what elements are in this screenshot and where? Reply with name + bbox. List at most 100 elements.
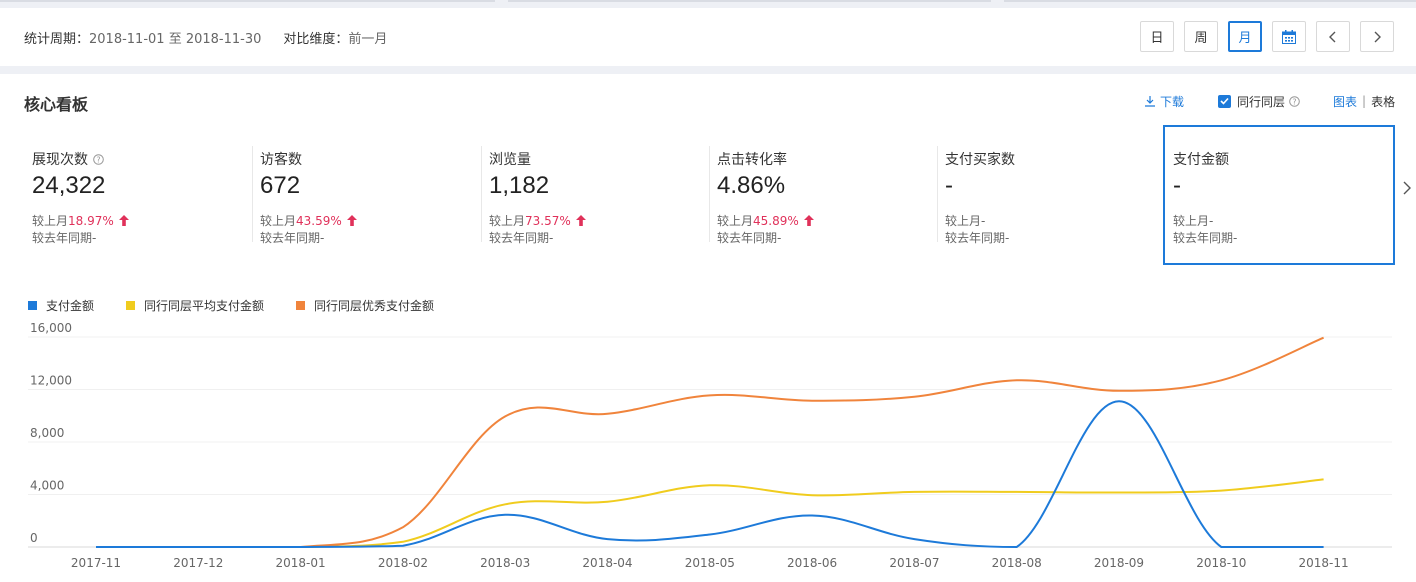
mom-label: 较上月 (32, 214, 69, 228)
chevron-left-icon (1329, 31, 1336, 42)
metric-divider (937, 146, 938, 242)
metric-card-pageviews[interactable]: 浏览量 1,182 较上月 73.57% 较去年同期- (481, 146, 709, 245)
metric-value: - (1173, 172, 1181, 199)
yoy-label: 较去年同期 (260, 231, 321, 245)
x-tick-label: 2018-11 (1299, 556, 1349, 570)
tab-divider (508, 0, 991, 2)
period-day-button[interactable]: 日 (1140, 21, 1174, 52)
metric-card-click-conversion[interactable]: 点击转化率 4.86% 较上月 45.89% 较去年同期- (709, 146, 937, 246)
legend-label: 支付金额 (46, 299, 95, 313)
help-circle-icon[interactable]: ? (1289, 95, 1300, 107)
mom-label: 较上月 (945, 214, 982, 228)
yoy-label: 较去年同期 (32, 231, 93, 245)
peer-label: 同行同层 (1237, 94, 1286, 109)
yoy-value: - (1005, 231, 1010, 245)
x-tick-label: 2018-02 (378, 556, 428, 570)
metric-name: 支付买家数 (945, 149, 1015, 169)
metric-divider (481, 146, 482, 242)
metric-yoy: 较去年同期- (260, 229, 324, 246)
period-range: 2018-11-01 至 2018-11-30 (89, 32, 262, 47)
metric-yoy: 较去年同期- (32, 229, 96, 246)
series-line[interactable] (95, 400, 1324, 549)
metric-name: 点击转化率 (717, 149, 787, 169)
legend-swatch (126, 301, 136, 310)
peer-checkbox[interactable]: 同行同层 ? (1218, 93, 1300, 109)
calendar-button[interactable] (1272, 21, 1306, 52)
yoy-label: 较去年同期 (945, 231, 1006, 245)
period-week-button[interactable]: 周 (1184, 21, 1218, 52)
mom-value: 43.59% (296, 213, 342, 228)
y-tick-label: 12,000 (30, 374, 72, 388)
arrow-up-icon (803, 215, 814, 226)
y-tick-label: 8,000 (30, 426, 64, 440)
tab-divider (0, 0, 495, 2)
mom-label: 较上月 (489, 214, 526, 228)
yoy-label: 较去年同期 (717, 231, 778, 245)
mom-label: 较上月 (717, 214, 754, 228)
next-period-button[interactable] (1360, 21, 1394, 52)
download-label: 下载 (1160, 94, 1185, 109)
period-bar: 统计周期：2018-11-01 至 2018-11-30 对比维度：前一月 日 周… (0, 8, 1416, 66)
line-chart: 0 4,000 8,000 12,000 16,000 2017-11 2017-12 20… (28, 321, 1392, 570)
yoy-value: - (549, 231, 554, 245)
core-dashboard: 核心看板 下载 同行同层 ? 图表 | 表格 展现次数 ? 24,322 较上月… (0, 74, 1416, 582)
legend-swatch (296, 301, 306, 310)
metric-name: 访客数 (260, 149, 302, 169)
arrow-up-icon (346, 215, 357, 226)
x-tick-label: 2018-07 (889, 556, 939, 570)
download-button[interactable]: 下载 (1144, 93, 1184, 109)
download-icon (1145, 96, 1155, 107)
metric-name: 浏览量 (489, 149, 531, 169)
view-chart-tab[interactable]: 图表 (1333, 94, 1358, 109)
chevron-right-icon (1374, 31, 1381, 42)
x-tick-label: 2018-01 (276, 556, 326, 570)
metric-yoy: 较去年同期- (717, 229, 781, 246)
metric-name-text: 访客数 (260, 152, 302, 168)
legend-item[interactable]: 同行同层平均支付金额 (126, 297, 264, 314)
metric-name: 支付金额 (1173, 149, 1229, 169)
period-month-button[interactable]: 月 (1228, 21, 1262, 52)
view-table-tab[interactable]: 表格 (1371, 94, 1396, 109)
metric-card-payment-amount[interactable]: 支付金额 - 较上月 - 较去年同期- (1163, 125, 1395, 265)
metric-mom: 较上月 43.59% (260, 212, 357, 229)
x-tick-label: 2018-05 (685, 556, 735, 570)
top-strip (0, 0, 1416, 8)
legend-item[interactable]: 同行同层优秀支付金额 (296, 297, 434, 314)
metrics-next-button[interactable] (1402, 180, 1412, 200)
metric-card-impressions[interactable]: 展现次数 ? 24,322 较上月 18.97% 较去年同期- (24, 146, 252, 246)
mom-value: - (1209, 213, 1214, 228)
metric-name-text: 浏览量 (489, 152, 531, 168)
x-tick-label: 2018-09 (1094, 556, 1144, 570)
metric-value: 24,322 (32, 172, 106, 199)
arrow-up-icon (118, 215, 129, 226)
x-tick-label: 2018-08 (992, 556, 1042, 570)
metric-mom: 较上月 45.89% (717, 212, 814, 229)
yoy-label: 较去年同期 (1173, 231, 1234, 245)
x-tick-label: 2017-11 (71, 556, 121, 570)
x-tick-label: 2017-12 (173, 556, 223, 570)
view-switch: 图表 | 表格 (1333, 93, 1395, 109)
metric-divider (252, 146, 253, 242)
legend-label: 同行同层平均支付金额 (144, 299, 265, 313)
metric-mom: 较上月 - (945, 212, 985, 229)
metric-card-paying-buyers[interactable]: 支付买家数 - 较上月 - 较去年同期- (937, 146, 1165, 245)
metric-card-visitors[interactable]: 访客数 672 较上月 43.59% 较去年同期- (252, 146, 480, 246)
help-circle-icon[interactable]: ? (93, 153, 104, 165)
x-tick-label: 2018-06 (787, 556, 837, 570)
series-line[interactable] (95, 478, 1324, 548)
x-tick-label: 2018-03 (480, 556, 530, 570)
y-tick-label: 16,000 (30, 321, 72, 335)
period-info: 统计周期：2018-11-01 至 2018-11-30 对比维度：前一月 (24, 28, 387, 47)
yoy-value: - (777, 231, 782, 245)
yoy-value: - (92, 231, 97, 245)
mom-label: 较上月 (1173, 214, 1210, 228)
metric-value: 4.86% (717, 172, 786, 199)
x-tick-label: 2018-10 (1196, 556, 1246, 570)
prev-period-button[interactable] (1316, 21, 1350, 52)
legend-item[interactable]: 支付金额 (28, 297, 94, 314)
metric-name-text: 展现次数 (32, 152, 88, 168)
yoy-value: - (1233, 231, 1238, 245)
metric-name-text: 点击转化率 (717, 152, 787, 168)
metric-mom: 较上月 - (1173, 212, 1213, 229)
mom-label: 较上月 (260, 214, 297, 228)
